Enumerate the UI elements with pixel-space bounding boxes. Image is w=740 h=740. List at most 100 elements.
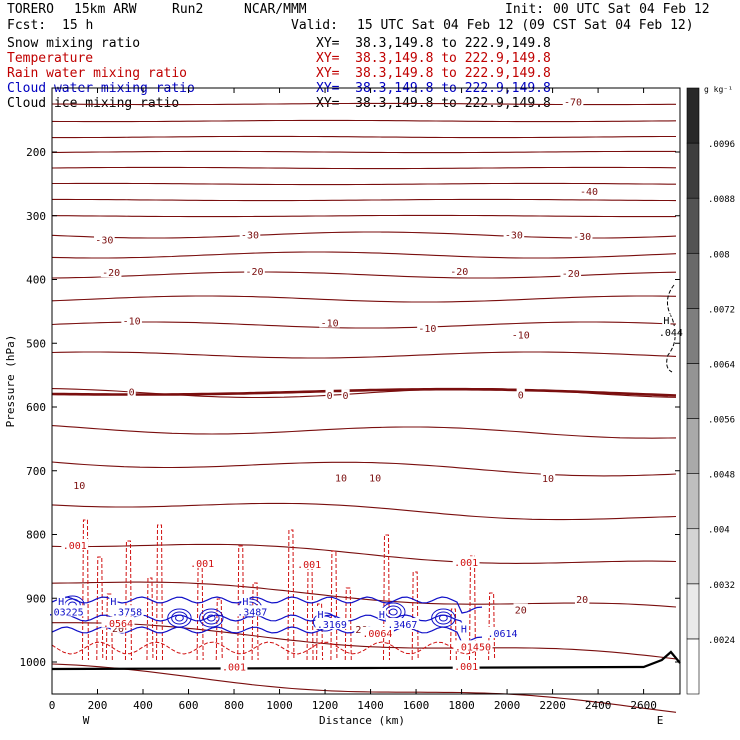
label-mask (540, 472, 556, 484)
colorbar-swatch (686, 583, 700, 640)
cloud-ice-label: H (663, 316, 669, 327)
plot-frame (51, 87, 681, 695)
rain-contour (215, 598, 223, 661)
cloud-ice-contours (666, 284, 676, 373)
label-mask (315, 618, 349, 630)
contour-labels: -70 -40 -30 -30 -30 -30 -20 -20 -20 -20 -10 -10 -10 -… (46, 95, 685, 674)
isotherm-label: -30 (241, 231, 259, 242)
label-mask (452, 556, 480, 568)
label-mask (244, 264, 265, 276)
isotherm-label: -30 (95, 236, 113, 247)
rain-label: .0564 (103, 619, 133, 630)
cloud-ice-contour (666, 284, 676, 373)
x-tick-label: 200 (88, 699, 108, 712)
label-mask (316, 607, 325, 619)
colorbar-swatch (686, 473, 700, 530)
fcst-hour: 15 h (62, 18, 94, 33)
label-mask (367, 471, 383, 483)
label-mask (377, 607, 387, 619)
colorbar-tick-label: .0056 (708, 416, 735, 426)
field-xy-temperature: XY= 38.3,149.8 to 222.9,149.8 (316, 51, 551, 66)
isotherm-label: -10 (123, 317, 141, 328)
label-mask (46, 605, 86, 617)
rain-label: .001 (297, 560, 321, 571)
rain-label: .0064 (362, 629, 392, 640)
isotherm-label: 10 (335, 473, 347, 484)
rain-contour (96, 556, 104, 661)
init-label: Init: (505, 2, 545, 17)
label-mask (127, 385, 136, 397)
label-mask (295, 558, 323, 570)
cloud-water-label: H (317, 610, 323, 621)
label-mask (100, 266, 122, 278)
isotherm-line (51, 166, 677, 170)
temperature-contours (51, 102, 677, 713)
y-tick-label: 400 (26, 274, 46, 287)
colorbar-swatch (686, 87, 700, 144)
cloud-water-contour (202, 611, 220, 625)
rain-contour (488, 592, 496, 661)
isotherm-label: 10 (542, 474, 554, 485)
isotherm-line (51, 271, 677, 279)
x-tick-label: 1000 (266, 699, 293, 712)
label-mask (657, 326, 685, 338)
y-tick-label: 600 (26, 401, 46, 414)
x-tick-label: 2200 (539, 699, 566, 712)
label-mask (341, 389, 350, 401)
isotherm-line (51, 502, 677, 521)
colorbar-tick-label: .0048 (708, 471, 735, 481)
model-resolution: 15km ARW (74, 2, 137, 17)
isotherm-label: -30 (573, 232, 591, 243)
y-tick-label: 200 (26, 146, 46, 159)
rain-contour (382, 534, 390, 661)
cloud-water-contour (435, 611, 452, 625)
isotherm-line (52, 135, 676, 139)
rain-label: .01450 (455, 642, 491, 653)
y-tick-label: 700 (26, 465, 46, 478)
label-mask (503, 228, 525, 240)
x-tick-label: 2600 (630, 699, 657, 712)
cloud-water-label: H (379, 610, 385, 621)
cloud-water-contour (206, 614, 216, 622)
x-tick-label: 1600 (403, 699, 430, 712)
rain-contour (196, 561, 204, 661)
y-tick-label: 500 (26, 337, 46, 350)
isotherm-label: 0 (518, 391, 524, 402)
label-mask (417, 322, 438, 334)
label-mask (453, 640, 493, 652)
label-mask (241, 595, 250, 607)
colorbar-swatch (686, 418, 700, 474)
label-mask (571, 229, 593, 241)
colorbar-swatch (686, 142, 700, 199)
label-mask (516, 388, 525, 400)
rain-label: .001 (63, 541, 87, 552)
colorbar-tick-label: .0032 (708, 581, 735, 591)
label-mask (220, 660, 248, 672)
isotherm-label: 10 (369, 473, 381, 484)
rain-contour (330, 550, 338, 661)
rain-contour (51, 641, 485, 655)
isotherm-label: -10 (418, 324, 436, 335)
y-axis-label: Pressure (hPa) (4, 335, 17, 428)
label-mask (560, 266, 582, 278)
isotherm-label: 10 (73, 481, 85, 492)
y-tick-label: 800 (26, 529, 46, 542)
label-mask (61, 538, 89, 550)
x-tick-label: 2000 (494, 699, 521, 712)
label-mask (188, 556, 216, 568)
cloud-water-label: H (58, 597, 64, 608)
rain-label: .001 (454, 558, 478, 569)
isotherm-label: -20 (245, 267, 263, 278)
label-mask (239, 228, 261, 240)
label-mask (235, 605, 269, 617)
y-tick-label: 1000 (20, 656, 47, 669)
colorbar-tick-label: .004 (708, 526, 730, 536)
label-mask (513, 603, 528, 615)
rain-contour (449, 608, 457, 661)
colorbar-swatch (686, 197, 700, 254)
cloud-water-contour (438, 614, 448, 622)
isotherm-line (51, 251, 677, 259)
isotherm-label: -70 (564, 97, 582, 108)
rain-label: .001 (222, 663, 246, 674)
